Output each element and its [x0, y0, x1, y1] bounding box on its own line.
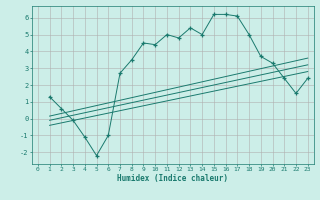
X-axis label: Humidex (Indice chaleur): Humidex (Indice chaleur) [117, 174, 228, 183]
